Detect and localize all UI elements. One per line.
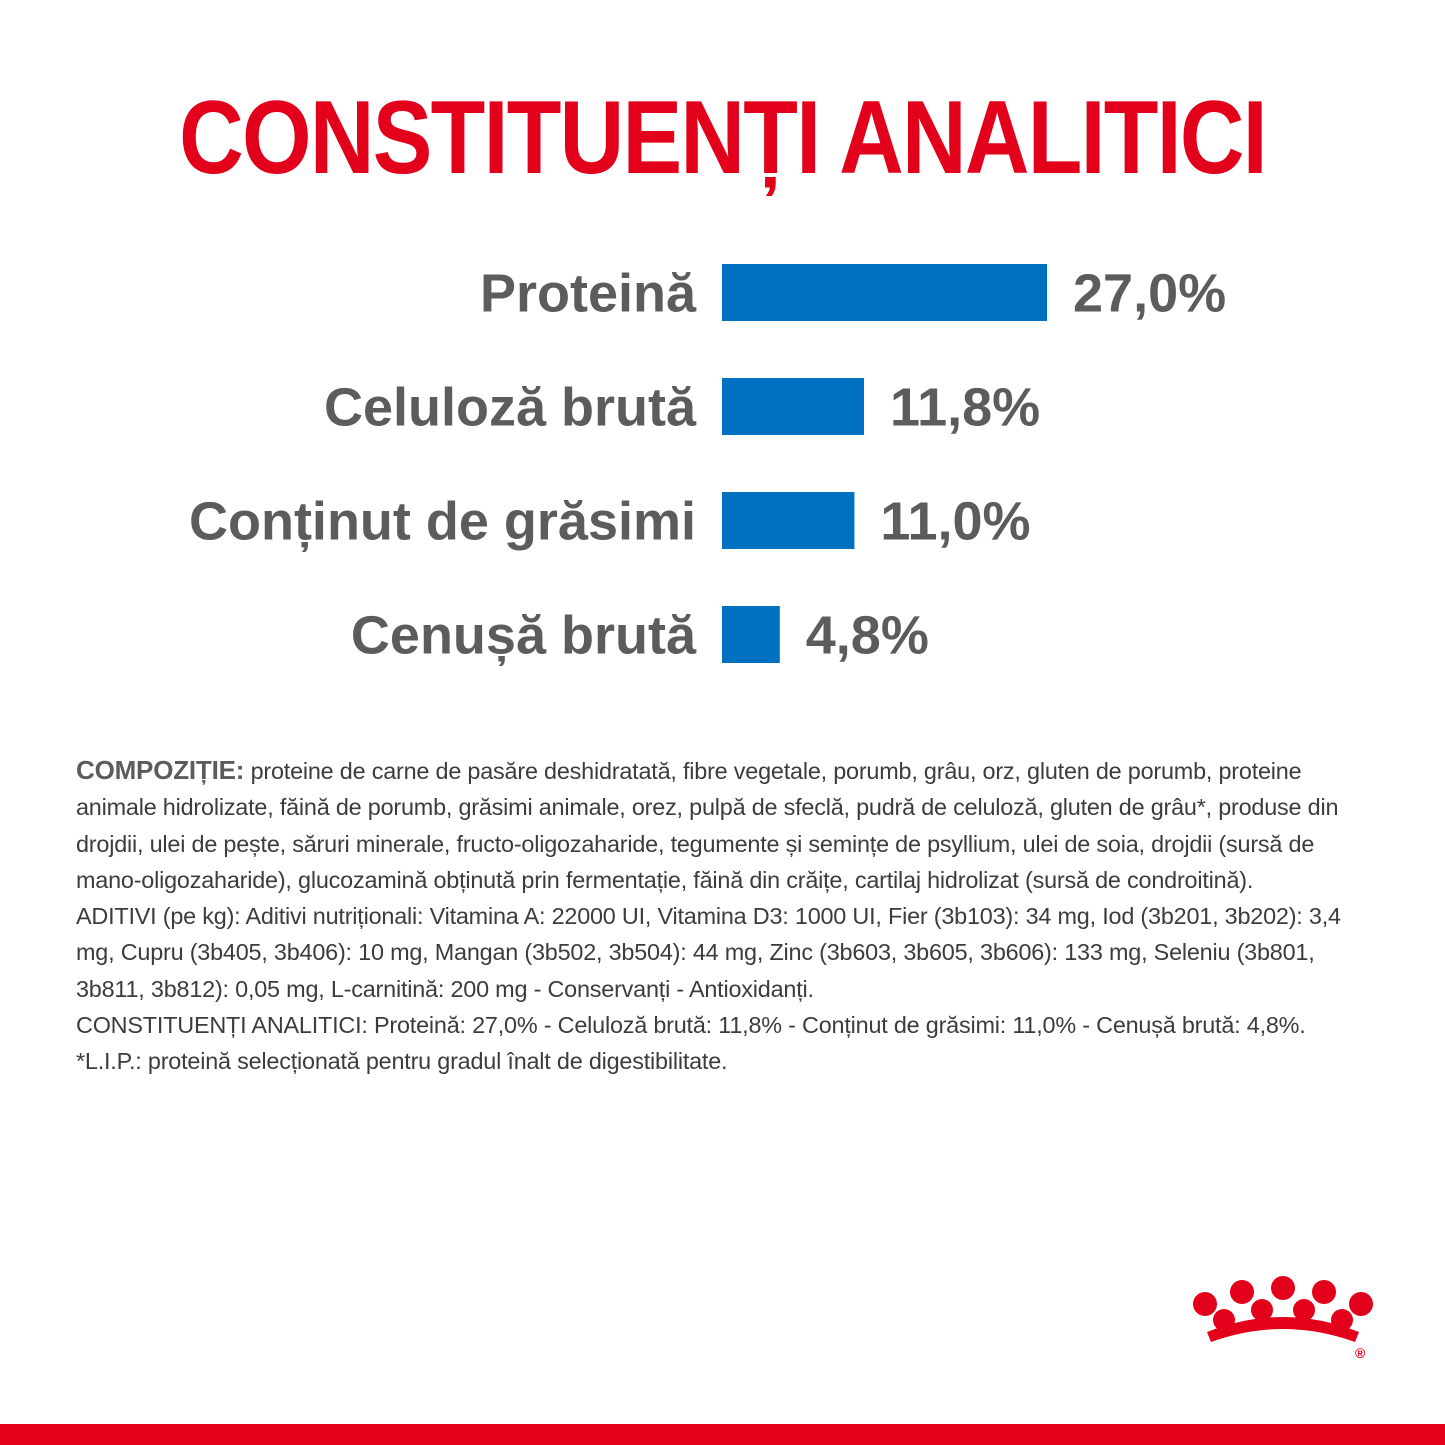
bar [722, 264, 1047, 321]
analytical-constituents-text: CONSTITUENȚI ANALITICI: Proteină: 27,0% … [76, 1012, 1306, 1039]
composition-text: COMPOZIȚIE: proteine de carne de pasăre … [76, 752, 1376, 1080]
value-label: 11,0% [880, 492, 1030, 552]
crown-dot [1312, 1280, 1336, 1304]
category-label: Conținut de grăsimi [189, 492, 696, 553]
ingredients-text: proteine de carne de pasăre deshidratată… [76, 758, 1339, 893]
composition-label: COMPOZIȚIE: [76, 755, 245, 785]
additives-text: ADITIVI (pe kg): Aditivi nutriționali: V… [76, 903, 1341, 1002]
category-label: Celuloză brută [324, 378, 697, 438]
bar [722, 492, 855, 549]
bar [722, 378, 865, 435]
analytical-constituents-chart: Proteină 27,0% Celuloză brută 11,8% Conținut… [189, 264, 1226, 667]
crown-dot [1271, 1276, 1295, 1300]
ingredients-paragraph: COMPOZIȚIE: proteine de carne de pasăre … [76, 752, 1376, 898]
bottom-brand-bar [0, 1424, 1445, 1445]
footnote-text: *L.I.P.: proteină selecționată pentru gr… [76, 1048, 728, 1075]
crown-dot [1193, 1292, 1217, 1316]
registered-mark: ® [1355, 1345, 1366, 1361]
crown-arc [1207, 1317, 1359, 1342]
value-label: 11,8% [890, 378, 1040, 438]
page-title: CONSTITUENȚI ANALITICI [179, 80, 1267, 196]
royal-canin-crown-logo-icon: ® [1193, 1276, 1373, 1361]
value-label: 27,0% [1073, 264, 1226, 324]
category-label: Cenușă brută [351, 606, 697, 667]
value-label: 4,8% [806, 606, 929, 666]
crown-dot [1293, 1299, 1315, 1321]
crown-dot [1251, 1299, 1273, 1321]
bar [722, 606, 780, 663]
category-label: Proteină [480, 264, 697, 324]
crown-dot [1349, 1292, 1373, 1316]
crown-dot [1230, 1280, 1254, 1304]
